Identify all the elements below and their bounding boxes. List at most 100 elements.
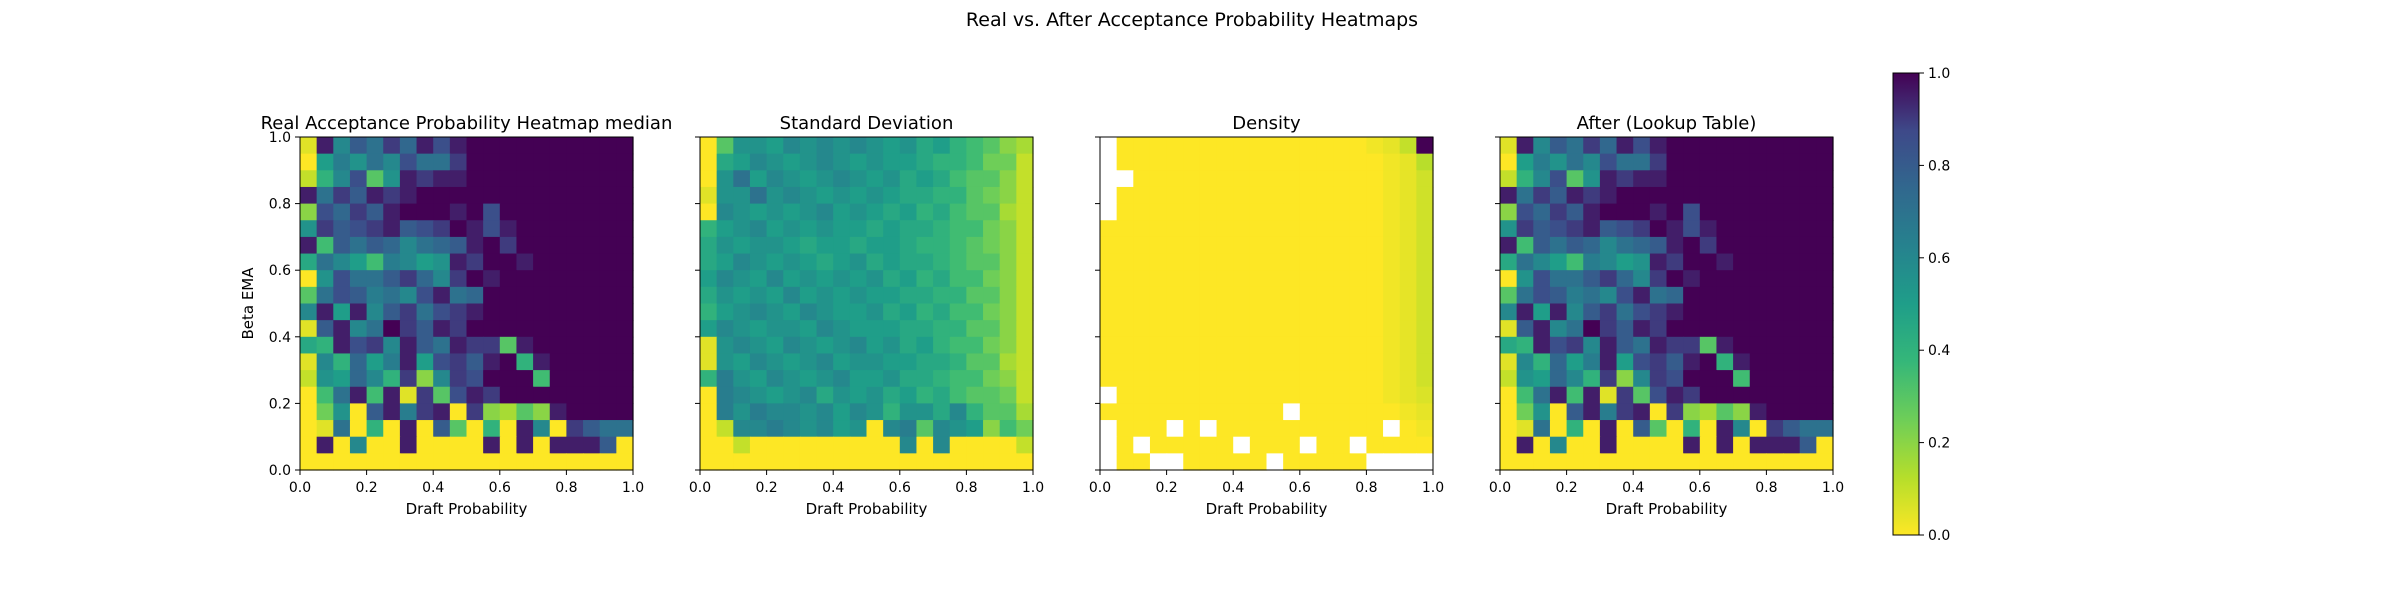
heatmap-cell xyxy=(1716,203,1734,221)
heatmap-cell xyxy=(849,153,868,171)
heatmap-cell xyxy=(316,236,334,255)
heatmap-cell xyxy=(366,320,384,338)
heatmap-cell xyxy=(866,453,884,471)
heatmap-cell xyxy=(1633,386,1651,404)
heatmap-cell xyxy=(1283,320,1301,338)
heatmap-cell xyxy=(349,253,368,271)
heatmap-cell xyxy=(1816,386,1834,404)
heatmap-cell xyxy=(1416,286,1434,305)
heatmap-cell xyxy=(999,270,1017,288)
heatmap-cell xyxy=(399,236,418,255)
heatmap-cell xyxy=(533,236,551,255)
heatmap-cell xyxy=(783,370,801,388)
heatmap-cell xyxy=(516,203,534,221)
heatmap-cell xyxy=(1283,336,1301,355)
heatmap-cell xyxy=(466,403,484,421)
heatmap-cell xyxy=(1549,137,1568,155)
heatmap-cell xyxy=(1416,336,1434,355)
heatmap-cell xyxy=(1166,453,1184,471)
x-tick-label: 0.6 xyxy=(1289,480,1311,496)
heatmap-cell xyxy=(1799,253,1817,271)
heatmap-cell xyxy=(549,137,567,155)
heatmap-cell xyxy=(833,270,851,288)
heatmap-cell xyxy=(933,453,951,471)
heatmap-cell xyxy=(733,137,751,155)
heatmap-cell xyxy=(1583,186,1601,205)
heatmap-cell xyxy=(1349,320,1367,338)
heatmap-cell xyxy=(1716,370,1734,388)
heatmap-cell xyxy=(1549,353,1568,371)
heatmap-cell xyxy=(983,236,1001,255)
heatmap-cell xyxy=(983,186,1001,205)
heatmap-cell xyxy=(1683,170,1701,188)
heatmap-cell xyxy=(1183,186,1201,205)
heatmap-cell xyxy=(1316,236,1334,255)
heatmap-cell xyxy=(1783,170,1801,188)
heatmap-cell xyxy=(749,186,768,205)
heatmap-cell xyxy=(583,420,601,438)
heatmap-cell xyxy=(1733,436,1751,454)
heatmap-cell xyxy=(366,137,384,155)
heatmap-cell xyxy=(383,270,401,288)
heatmap-cell xyxy=(1216,270,1234,288)
heatmap-cell xyxy=(1100,370,1118,388)
heatmap-cell xyxy=(766,236,784,255)
heatmap-cell xyxy=(816,220,834,238)
heatmap-cell xyxy=(1100,403,1118,421)
heatmap-cell xyxy=(466,186,484,205)
heatmap-cell xyxy=(899,336,918,355)
heatmap-panel: After (Lookup Table)Draft Probability0.0… xyxy=(1489,113,1844,518)
heatmap-cell xyxy=(416,420,434,438)
heatmap-cell xyxy=(1549,336,1568,355)
heatmap-cell xyxy=(949,170,967,188)
heatmap-cell xyxy=(349,236,368,255)
heatmap-cell xyxy=(1316,403,1334,421)
heatmap-cell xyxy=(1583,203,1601,221)
heatmap-cell xyxy=(300,270,318,288)
heatmap-cell xyxy=(433,336,451,355)
heatmap-cell xyxy=(883,436,901,454)
heatmap-cell xyxy=(1100,236,1118,255)
heatmap-cell xyxy=(533,436,551,454)
heatmap-cell xyxy=(399,353,418,371)
heatmap-cell xyxy=(399,253,418,271)
heatmap-cell xyxy=(1266,420,1284,438)
heatmap-cell xyxy=(733,220,751,238)
heatmap-cell xyxy=(1199,453,1218,471)
heatmap-cell xyxy=(1783,353,1801,371)
heatmap-cell xyxy=(833,453,851,471)
heatmap-cell xyxy=(1383,336,1401,355)
heatmap-cell xyxy=(466,320,484,338)
heatmap-panels: Real Acceptance Probability Heatmap medi… xyxy=(239,113,1844,518)
heatmap-cell xyxy=(1616,303,1634,321)
y-tick-label: 0.6 xyxy=(269,263,291,279)
heatmap-cell xyxy=(1783,453,1801,471)
heatmap-cell xyxy=(1649,203,1668,221)
heatmap-cell xyxy=(433,186,451,205)
heatmap-cell xyxy=(1366,236,1384,255)
heatmap-cell xyxy=(383,220,401,238)
heatmap-cell xyxy=(433,203,451,221)
heatmap-cell xyxy=(549,203,567,221)
heatmap-cell xyxy=(1616,420,1634,438)
heatmap-cell xyxy=(1766,153,1784,171)
heatmap-cell xyxy=(916,370,934,388)
heatmap-cell xyxy=(1299,220,1318,238)
heatmap-cell xyxy=(1366,203,1384,221)
heatmap-cell xyxy=(783,336,801,355)
heatmap-cell xyxy=(700,353,718,371)
heatmap-cell xyxy=(1133,336,1151,355)
heatmap-cell xyxy=(766,336,784,355)
heatmap-cell xyxy=(416,170,434,188)
heatmap-cell xyxy=(983,203,1001,221)
heatmap-cell xyxy=(566,453,584,471)
heatmap-cell xyxy=(449,153,468,171)
heatmap-cell xyxy=(1299,420,1318,438)
heatmap-cell xyxy=(583,286,601,305)
heatmap-cell xyxy=(1766,370,1784,388)
heatmap-cell xyxy=(766,353,784,371)
heatmap-cell xyxy=(1733,220,1751,238)
heatmap-cell xyxy=(1699,137,1718,155)
heatmap-cell xyxy=(499,370,518,388)
